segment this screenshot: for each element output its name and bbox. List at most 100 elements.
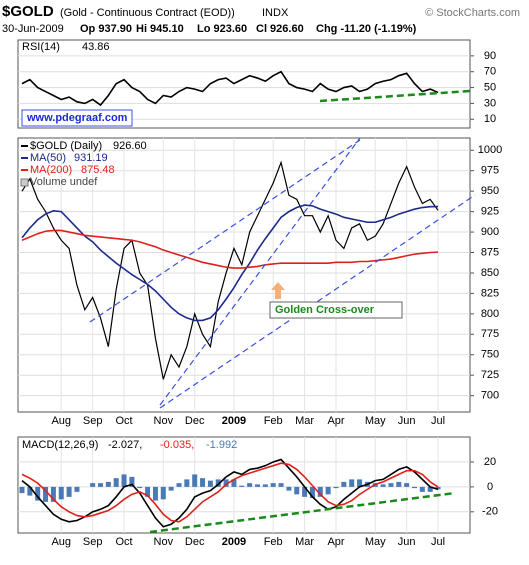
x-tick-label: Oct — [115, 415, 132, 427]
y-tick-label: 850 — [481, 267, 499, 279]
channel-line — [89, 139, 361, 323]
histogram-bar — [145, 486, 151, 497]
y-tick-label: 10 — [484, 113, 496, 125]
histogram-bar — [309, 486, 315, 499]
histogram-bar — [113, 478, 119, 487]
histogram-bar — [160, 486, 166, 500]
macd-trend — [149, 491, 456, 534]
histogram-bar — [317, 486, 323, 497]
histogram-bar — [396, 481, 402, 487]
histogram-bar — [427, 486, 433, 492]
price-panel — [17, 137, 471, 413]
x-tick-label: Oct — [115, 536, 132, 548]
y-tick-label: 90 — [484, 50, 496, 62]
legend-swatch — [20, 178, 29, 187]
histogram-bar — [35, 486, 41, 501]
y-tick-label: 900 — [481, 226, 499, 238]
series-line — [21, 458, 439, 528]
legend-name: $GOLD (Daily) — [30, 140, 102, 152]
source: © StockCharts.com — [425, 7, 520, 19]
series-line — [21, 462, 439, 523]
y-tick-label: 975 — [481, 165, 499, 177]
y-tick-label: 725 — [481, 369, 499, 381]
x-tick-label: Dec — [185, 536, 205, 548]
series-line — [21, 160, 439, 380]
description: (Gold - Continuous Contract (EOD)) — [60, 7, 235, 19]
y-tick-label: 775 — [481, 328, 499, 340]
y-tick-label: 700 — [481, 390, 499, 402]
histogram-bar — [168, 486, 174, 491]
histogram-bar — [152, 486, 158, 501]
histogram-bar — [98, 483, 103, 487]
histogram-bar — [247, 483, 253, 487]
histogram-bar — [255, 484, 260, 487]
x-tick-label: Aug — [51, 415, 71, 427]
exchange: INDX — [262, 7, 289, 19]
histogram-bar — [58, 486, 64, 500]
cross-box — [269, 301, 403, 319]
y-tick-label: 800 — [481, 308, 499, 320]
x-tick-label: Jul — [431, 415, 445, 427]
histogram-bar — [19, 486, 25, 494]
histogram-bar — [129, 476, 135, 487]
series-line — [21, 204, 439, 322]
rsi-label: RSI(14) — [22, 41, 60, 53]
histogram-bar — [66, 486, 72, 497]
x-tick-label: Jun — [398, 536, 416, 548]
y-tick-label: 950 — [481, 185, 499, 197]
histogram-bar — [388, 483, 394, 487]
x-tick-label: Feb — [264, 415, 283, 427]
cross-label: Golden Cross-over — [275, 304, 375, 316]
symbol: $GOLD — [2, 3, 54, 20]
y-tick-label: -20 — [482, 506, 498, 518]
site-label: www.pdegraaf.com — [26, 112, 128, 124]
histogram-bar — [380, 484, 386, 487]
histogram-bar — [121, 474, 127, 487]
histogram-bar — [184, 479, 190, 487]
legend-readout: 875.48 — [81, 164, 115, 176]
y-tick-label: 1000 — [478, 144, 502, 156]
x-tick-label: Sep — [83, 415, 103, 427]
rsi-readout: 43.86 — [82, 41, 110, 53]
histogram-bar — [74, 486, 80, 492]
series-line — [21, 229, 439, 269]
rsi-trend — [319, 89, 471, 103]
histogram-bar — [412, 486, 417, 489]
histogram-bar — [294, 486, 300, 495]
histogram-bar — [349, 479, 355, 487]
quote-item: Op 937.90 — [80, 23, 132, 35]
legend-readout: 931.19 — [74, 152, 108, 164]
y-tick-label: 70 — [484, 66, 496, 78]
legend-name: MA(200) — [30, 164, 72, 176]
histogram-bar — [270, 483, 276, 487]
histogram-bar — [223, 479, 229, 487]
histogram-bar — [137, 486, 143, 489]
y-tick-label: 750 — [481, 349, 499, 361]
x-tick-label: Feb — [264, 536, 283, 548]
x-tick-label: Mar — [295, 415, 314, 427]
quote-item: Hi 945.10 — [136, 23, 184, 35]
x-tick-label: Jun — [398, 415, 416, 427]
histogram-bar — [239, 485, 245, 487]
legend-extra: Volume undef — [30, 176, 98, 188]
histogram-bar — [200, 478, 206, 487]
macd-panel — [17, 436, 471, 534]
histogram-bar — [176, 483, 182, 487]
histogram-bar — [341, 481, 347, 487]
histogram-bar — [262, 484, 268, 487]
histogram-bar — [404, 483, 410, 487]
x-tick-label: Jul — [431, 536, 445, 548]
x-tick-label: Mar — [295, 536, 314, 548]
histogram-bar — [286, 486, 292, 491]
y-tick-label: 30 — [484, 97, 496, 109]
histogram-bar — [207, 480, 213, 487]
histogram-bar — [302, 486, 308, 497]
histogram-bar — [215, 479, 221, 487]
histogram-bar — [192, 474, 198, 487]
series-line — [21, 70, 439, 107]
arrow — [271, 282, 285, 299]
macd-label: MACD(12,26,9) — [22, 439, 98, 451]
macd-readout: -0.035, — [160, 439, 194, 451]
x-tick-label: Sep — [83, 536, 103, 548]
y-tick-label: 875 — [481, 246, 499, 258]
